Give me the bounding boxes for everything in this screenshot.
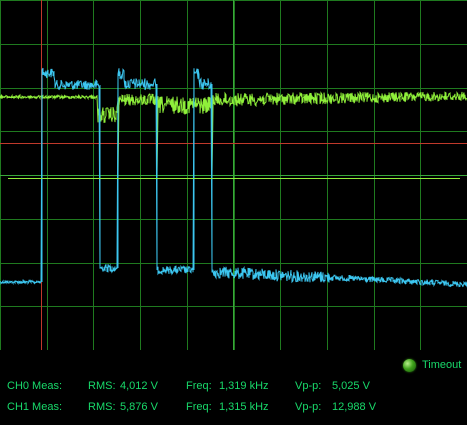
ch0-rms-value: 4,012 V [120,380,158,392]
ch0-freq-value: 1,319 kHz [219,380,269,392]
ch1-vpp-value: 12,988 V [332,401,377,413]
ch1-waveform [0,67,467,288]
oscilloscope-display [0,0,467,350]
measurement-panel [0,350,467,425]
status-led-icon [403,359,416,372]
ch1-freq-value: 1,315 kHz [219,401,269,413]
ch1-rms-label: RMS: [88,401,116,413]
timeout-label: Timeout [422,359,462,371]
ch0-meas-label: CH0 Meas: [7,380,63,392]
ch0-waveform [0,90,467,179]
ch0-rms-label: RMS: [88,380,116,392]
ch1-vpp-label: Vp-p: [295,401,322,413]
scope-grid [0,0,467,350]
ch1-meas-label: CH1 Meas: [7,401,63,413]
ch1-rms-value: 5,876 V [120,401,158,413]
ch0-vpp-value: 5,025 V [332,380,370,392]
ch1-freq-label: Freq: [186,401,212,413]
ch0-freq-label: Freq: [186,380,212,392]
ch0-vpp-label: Vp-p: [295,380,322,392]
